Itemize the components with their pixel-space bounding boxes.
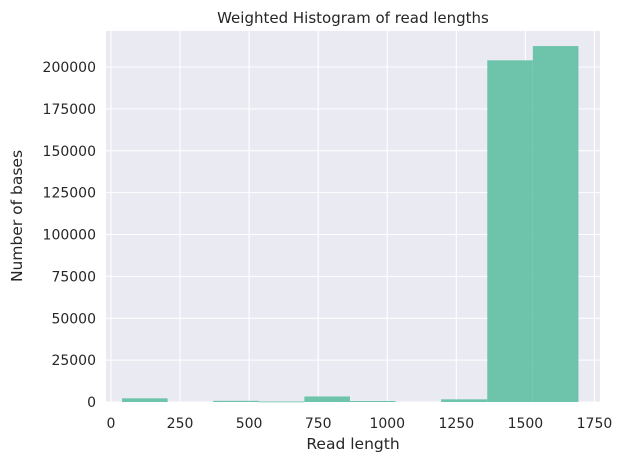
x-tick-label: 1750 xyxy=(577,416,613,432)
y-axis-label: Number of bases xyxy=(8,150,26,282)
histogram-bar xyxy=(487,60,533,402)
x-tick-labels: 0 250 500 750 1000 1250 1500 1750 xyxy=(107,416,613,432)
histogram-bar xyxy=(532,46,579,402)
x-tick-label: 0 xyxy=(107,416,116,432)
x-axis-label: Read length xyxy=(306,435,399,453)
y-tick-label: 125000 xyxy=(43,186,96,202)
x-tick-label: 1000 xyxy=(369,416,405,432)
x-tick-label: 250 xyxy=(167,416,194,432)
x-tick-label: 1250 xyxy=(439,416,475,432)
y-tick-label: 200000 xyxy=(43,60,96,76)
y-tick-label: 100000 xyxy=(43,228,96,244)
y-tick-label: 150000 xyxy=(43,144,96,160)
y-tick-label: 50000 xyxy=(51,311,96,327)
histogram-bar xyxy=(258,401,305,403)
histogram-bar xyxy=(122,398,168,402)
y-tick-label: 75000 xyxy=(51,269,96,285)
x-tick-label: 1500 xyxy=(508,416,544,432)
y-tick-label: 25000 xyxy=(51,353,96,369)
y-tick-label: 0 xyxy=(87,395,96,411)
x-tick-label: 500 xyxy=(236,416,263,432)
histogram-bar xyxy=(304,396,350,402)
histogram-bars xyxy=(122,46,579,403)
histogram-bar xyxy=(349,400,396,402)
histogram-bar xyxy=(213,400,259,402)
chart-title: Weighted Histogram of read lengths xyxy=(217,9,489,27)
y-tick-labels: 0 25000 50000 75000 100000 125000 150000 175000… xyxy=(43,60,96,411)
y-tick-label: 175000 xyxy=(43,102,96,118)
x-tick-label: 750 xyxy=(305,416,332,432)
histogram-bar xyxy=(441,399,488,402)
